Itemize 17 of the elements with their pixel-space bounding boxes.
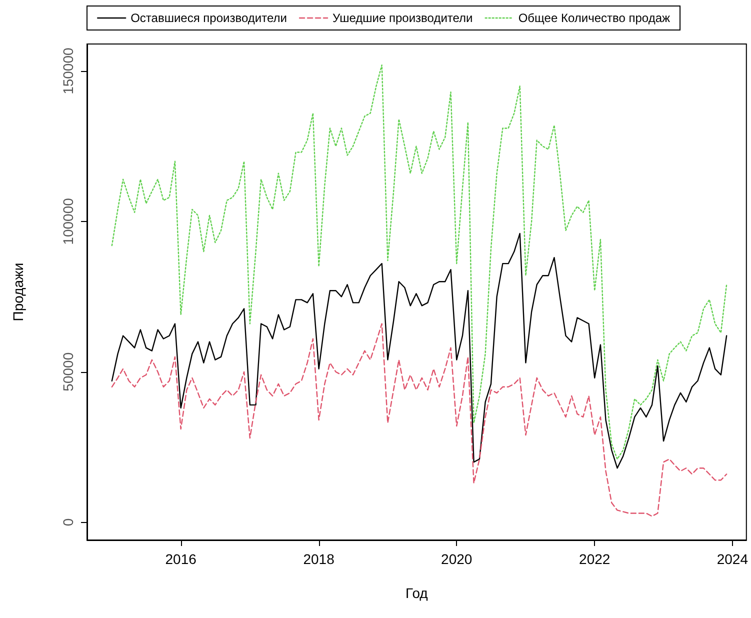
line-series — [111, 323, 728, 517]
x-tick-label: 2016 — [165, 551, 197, 567]
legend-label: Общее Количество продаж — [518, 11, 670, 25]
line-series — [111, 64, 728, 460]
y-tick-label: 150000 — [60, 48, 76, 94]
y-axis-title: Продажи — [10, 262, 26, 322]
x-tick-label: 2018 — [303, 551, 335, 567]
line-series — [111, 232, 728, 469]
y-tick-label: 0 — [60, 518, 76, 526]
legend-label: Оставшиеся производители — [130, 11, 287, 25]
x-tick-label: 2024 — [716, 551, 748, 567]
x-axis-title: Год — [406, 585, 428, 601]
x-tick-label: 2020 — [441, 551, 472, 567]
y-tick-label: 100000 — [60, 198, 76, 245]
x-tick-label: 2022 — [579, 551, 610, 567]
legend-label: Ушедшие производители — [332, 11, 473, 25]
y-tick-label: 50000 — [60, 352, 76, 392]
